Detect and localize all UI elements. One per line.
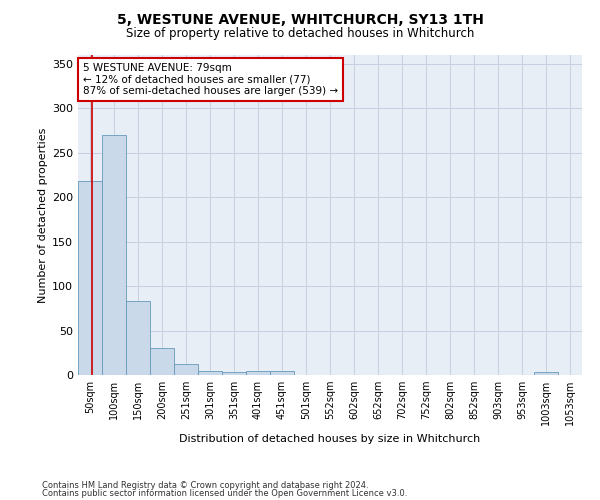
Y-axis label: Number of detached properties: Number of detached properties	[38, 128, 48, 302]
Bar	[246, 372, 270, 375]
Bar	[198, 370, 222, 375]
Text: Contains HM Land Registry data © Crown copyright and database right 2024.: Contains HM Land Registry data © Crown c…	[42, 480, 368, 490]
X-axis label: Distribution of detached houses by size in Whitchurch: Distribution of detached houses by size …	[179, 434, 481, 444]
Text: Size of property relative to detached houses in Whitchurch: Size of property relative to detached ho…	[126, 28, 474, 40]
Bar	[534, 372, 558, 375]
Bar	[78, 181, 102, 375]
Bar	[270, 372, 294, 375]
Text: 5, WESTUNE AVENUE, WHITCHURCH, SY13 1TH: 5, WESTUNE AVENUE, WHITCHURCH, SY13 1TH	[116, 12, 484, 26]
Text: 5 WESTUNE AVENUE: 79sqm
← 12% of detached houses are smaller (77)
87% of semi-de: 5 WESTUNE AVENUE: 79sqm ← 12% of detache…	[83, 63, 338, 96]
Bar	[222, 372, 246, 375]
Bar	[150, 348, 174, 375]
Bar	[102, 135, 126, 375]
Bar	[126, 301, 150, 375]
Bar	[174, 364, 198, 375]
Text: Contains public sector information licensed under the Open Government Licence v3: Contains public sector information licen…	[42, 490, 407, 498]
